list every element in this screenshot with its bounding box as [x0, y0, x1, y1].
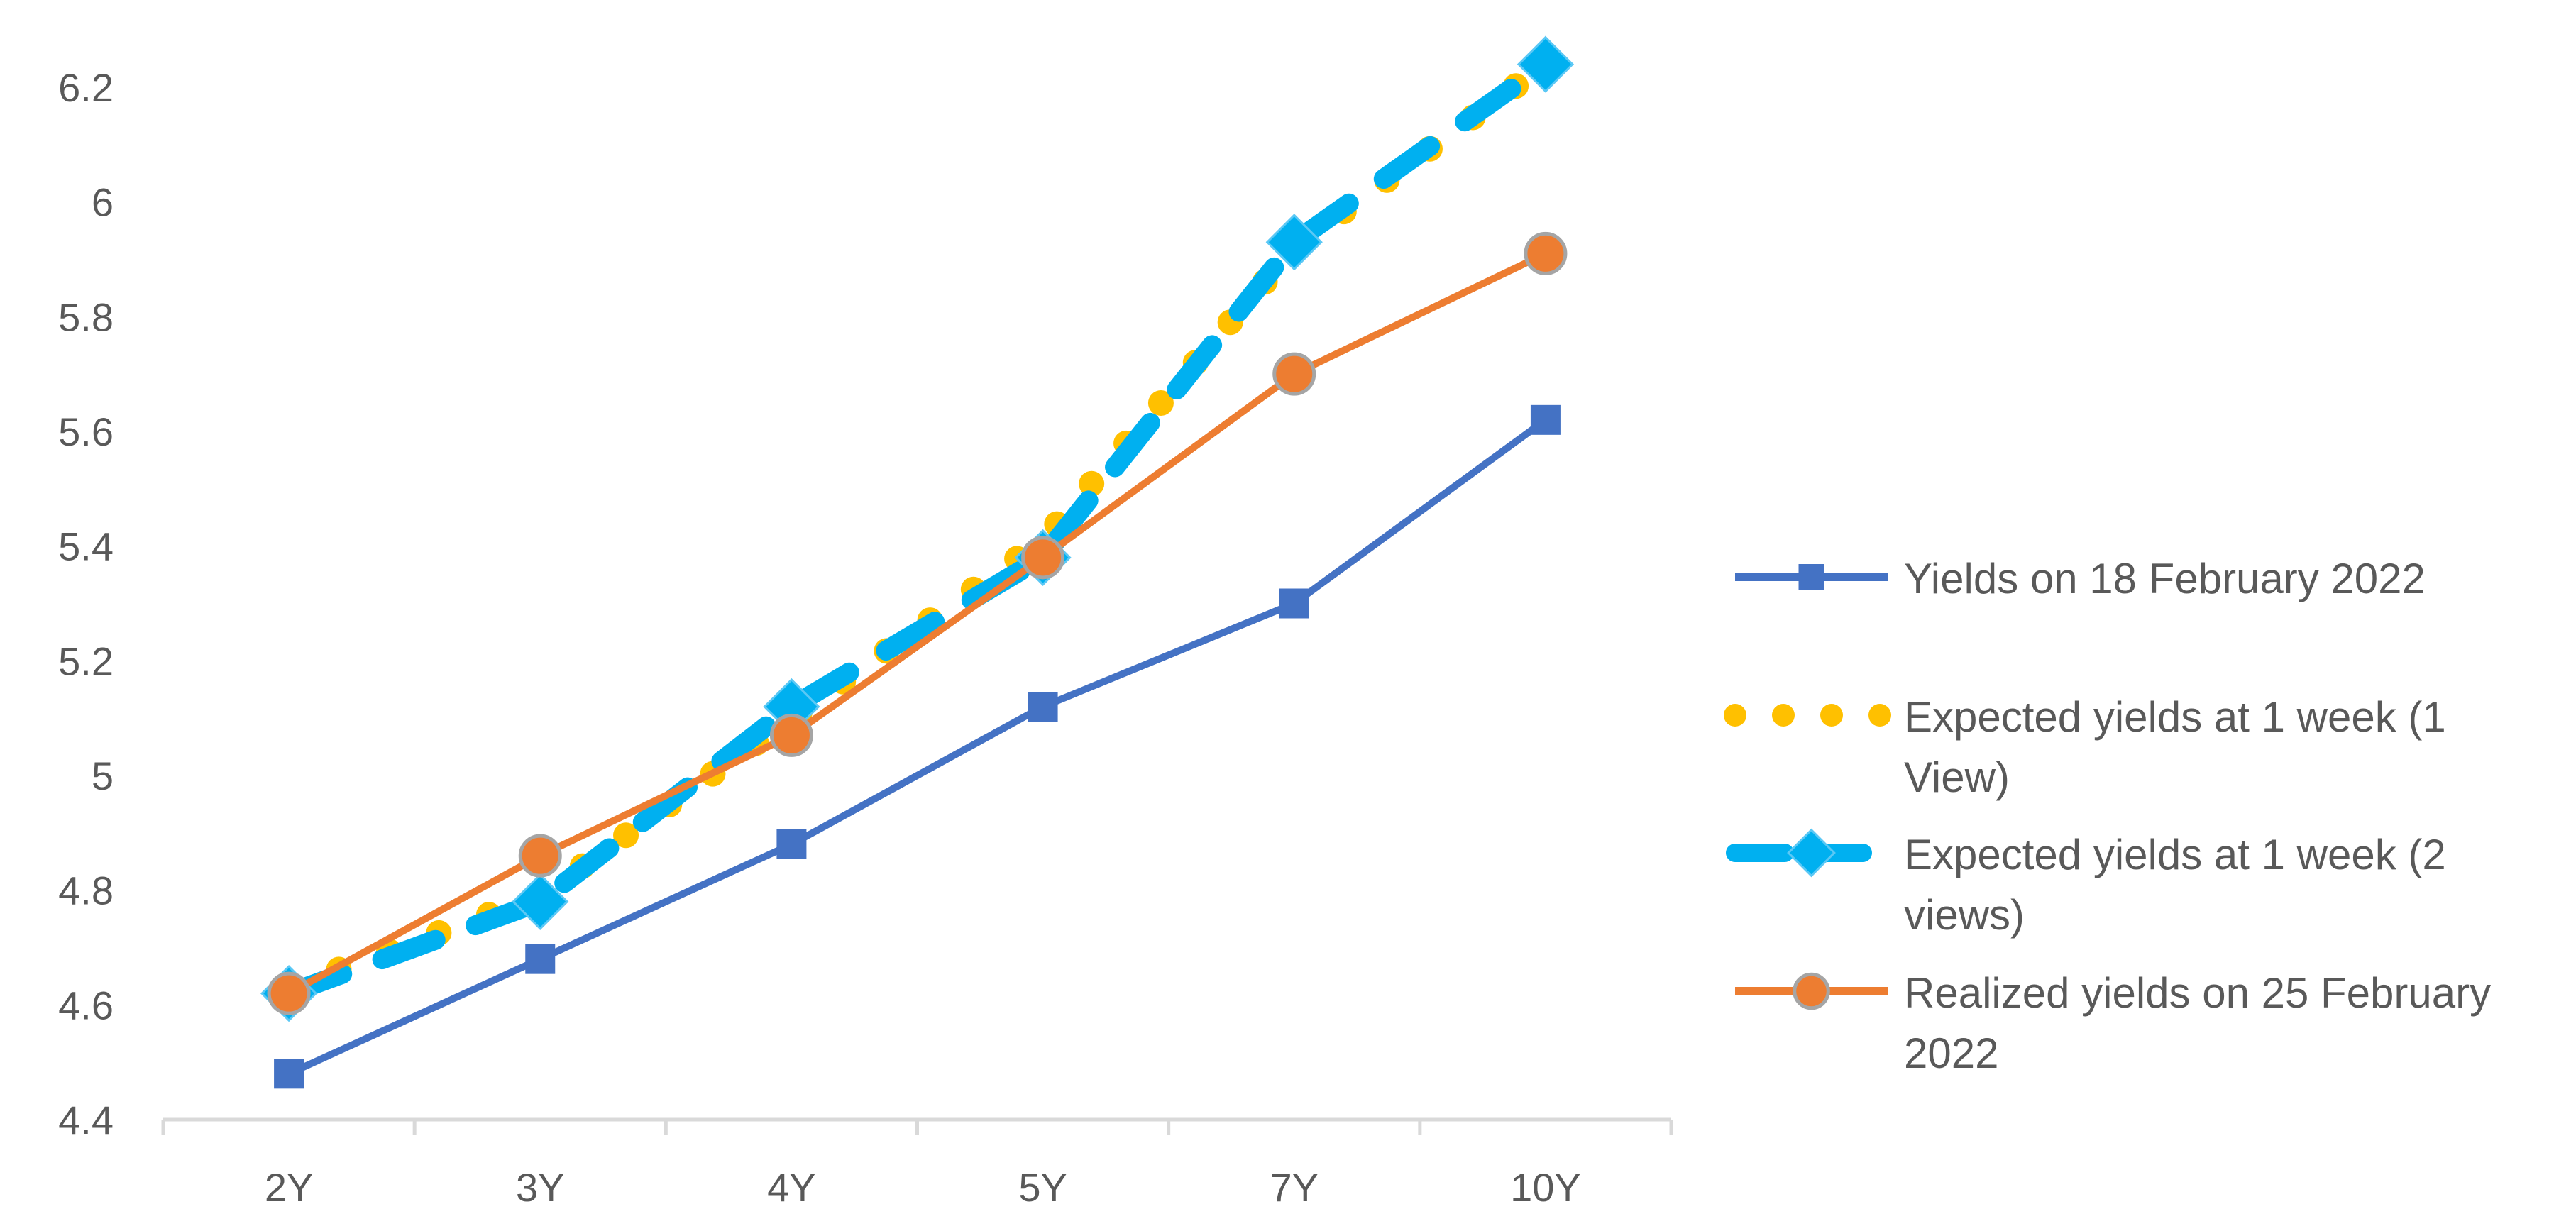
- data-point: [525, 944, 556, 974]
- series-3: [260, 35, 1575, 1022]
- y-tick-label: 4.8: [58, 868, 114, 913]
- series-1: [274, 404, 1561, 1089]
- data-point: [1272, 352, 1316, 396]
- data-point: [274, 1059, 304, 1089]
- legend-label: Expected yields at 1 week (2: [1904, 831, 2446, 878]
- data-point: [769, 713, 813, 757]
- data-point: [518, 834, 562, 878]
- legend-marker: [1793, 972, 1830, 1010]
- legend-marker: [1787, 828, 1836, 878]
- data-point: [267, 971, 311, 1015]
- y-tick-label: 5.2: [58, 639, 114, 683]
- series-line: [287, 250, 1548, 997]
- x-tick-label: 2Y: [265, 1165, 314, 1210]
- y-tick-label: 5.8: [58, 294, 114, 339]
- series-4: [267, 231, 1568, 1015]
- data-point: [776, 829, 807, 859]
- x-tick-label: 4Y: [767, 1165, 816, 1210]
- data-point: [1021, 536, 1065, 580]
- legend-item-2: Expected yields at 1 week (1 View): [1724, 693, 2446, 801]
- y-tick-label: 4.6: [58, 983, 114, 1027]
- legend-item-3: Expected yields at 1 week (2 views): [1726, 828, 2446, 939]
- x-tick-label: 10Y: [1510, 1165, 1581, 1210]
- y-tick-label: 4.4: [58, 1098, 114, 1142]
- axes: 2Y 3Y 4Y 5Y 7Y 10Y 4.4 4.6 4.8 5 5.2 5.4 5.6 5.8 6 6.2: [58, 65, 1673, 1210]
- data-point: [1524, 231, 1568, 275]
- legend-marker: [1798, 564, 1824, 590]
- x-tick-label: 3Y: [516, 1165, 565, 1210]
- legend: Yields on 18 February 2022 Expected yield…: [1724, 555, 2491, 1077]
- legend-item-1: Yields on 18 February 2022: [1735, 555, 2426, 602]
- data-point: [1279, 588, 1309, 619]
- y-tick-label: 6.2: [58, 65, 114, 110]
- series-line: [279, 54, 1556, 1004]
- x-tick-label: 5Y: [1018, 1165, 1067, 1210]
- legend-label: 2022: [1904, 1029, 1998, 1077]
- legend-label: Realized yields on 25 February: [1904, 969, 2491, 1017]
- legend-label: View): [1904, 753, 2010, 801]
- legend-label: views): [1904, 891, 2025, 939]
- x-tick-label: 7Y: [1270, 1165, 1319, 1210]
- data-point: [1028, 692, 1058, 722]
- series-line: [287, 416, 1548, 1077]
- y-tick-label: 6: [92, 180, 114, 225]
- y-tick-label: 5.6: [58, 409, 114, 454]
- legend-label: Expected yields at 1 week (1: [1904, 693, 2446, 741]
- data-point: [512, 873, 569, 930]
- y-tick-label: 5.4: [58, 524, 114, 569]
- data-point: [1265, 214, 1323, 271]
- legend-item-4: Realized yields on 25 February 2022: [1735, 969, 2491, 1077]
- plot-area: [260, 35, 1575, 1089]
- data-point: [1517, 35, 1575, 93]
- y-tick-label: 5: [92, 753, 114, 798]
- legend-label: Yields on 18 February 2022: [1904, 555, 2426, 602]
- data-point: [1530, 404, 1561, 435]
